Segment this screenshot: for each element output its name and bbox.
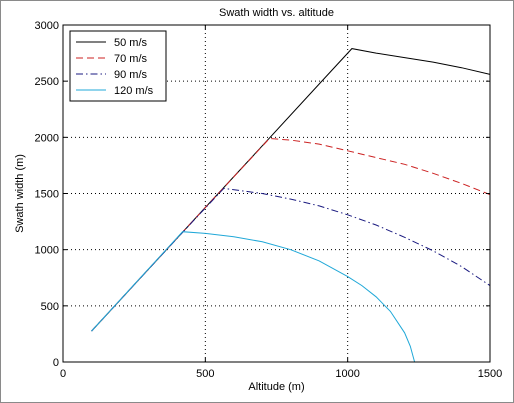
x-tick-label: 1000 <box>335 368 359 380</box>
y-tick-label: 1000 <box>35 245 59 257</box>
x-tick-label: 1500 <box>478 368 502 380</box>
y-tick-label: 1500 <box>35 189 59 201</box>
axis-ticks: 0 500 1000 1500 0 500 1000 1500 2000 2500 3000 <box>35 20 503 380</box>
y-tick-label: 2000 <box>35 132 59 144</box>
y-tick-label: 500 <box>41 301 59 313</box>
legend-label: 70 m/s <box>114 53 148 65</box>
legend-label: 90 m/s <box>114 69 148 81</box>
plot-area <box>62 24 491 363</box>
grid-lines <box>63 25 490 362</box>
series-line-2 <box>91 137 491 332</box>
x-tick-label: 0 <box>60 368 66 380</box>
series-line-3 <box>91 187 491 332</box>
legend-box <box>69 30 167 102</box>
series-line-4 <box>91 231 490 363</box>
y-axis-label: Swath width (m) <box>14 154 26 233</box>
legend-label: 120 m/s <box>114 85 154 97</box>
y-tick-label: 3000 <box>35 20 59 32</box>
x-tick-label: 500 <box>196 368 214 380</box>
y-tick-label: 2500 <box>35 76 59 88</box>
y-tick-label: 0 <box>53 357 59 369</box>
series-line-1 <box>91 48 491 332</box>
x-axis-label: Altitude (m) <box>248 381 304 393</box>
chart-title: Swath width vs. altitude <box>219 7 334 19</box>
legend-label: 50 m/s <box>114 37 148 49</box>
legend: 50 m/s 70 m/s 90 m/s 120 m/s <box>69 30 167 102</box>
